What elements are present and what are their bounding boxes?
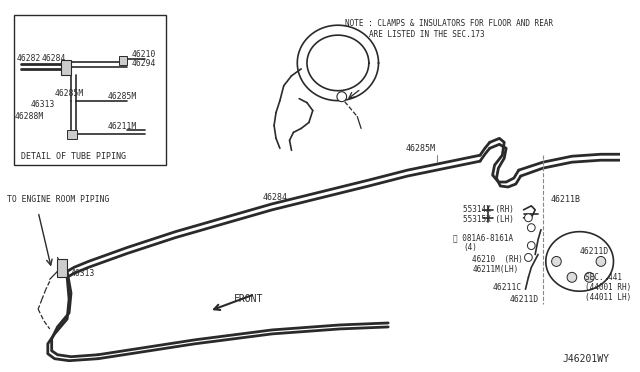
Text: 55314X (RH): 55314X (RH) [463,205,513,214]
Text: 46211D: 46211D [510,295,540,304]
Text: (44011 LH): (44011 LH) [586,293,632,302]
Circle shape [525,253,532,262]
Text: 46211C: 46211C [493,283,522,292]
Text: 46211B: 46211B [550,195,580,204]
Circle shape [527,224,535,232]
Text: 46284: 46284 [262,193,287,202]
Text: TO ENGINE ROOM PIPING: TO ENGINE ROOM PIPING [7,195,109,204]
Bar [120,56,127,65]
Text: 55315X (LH): 55315X (LH) [463,215,513,224]
Text: DETAIL OF TUBE PIPING: DETAIL OF TUBE PIPING [20,152,125,161]
Circle shape [584,272,594,282]
Text: FRONT: FRONT [234,294,263,304]
Text: 46210  (RH): 46210 (RH) [472,255,523,264]
Bar [14,15,166,165]
Bar [61,60,71,75]
Circle shape [552,256,561,266]
Text: SEC. 441: SEC. 441 [586,273,623,282]
Text: 46313: 46313 [30,100,55,109]
Bar [67,131,77,140]
Text: 46211M: 46211M [108,122,137,131]
Text: NOTE : CLAMPS & INSULATORS FOR FLOOR AND REAR: NOTE : CLAMPS & INSULATORS FOR FLOOR AND… [345,19,553,28]
Circle shape [527,241,535,250]
Circle shape [596,256,605,266]
Text: 46284: 46284 [42,54,67,64]
Text: 46211D: 46211D [580,247,609,256]
Text: 46288M: 46288M [15,112,44,121]
Text: 46285M: 46285M [406,144,436,153]
Text: 46313: 46313 [71,269,95,278]
Text: 46285M: 46285M [54,89,84,98]
Text: (4): (4) [463,243,477,252]
Circle shape [525,214,532,222]
Bar [58,259,67,277]
Text: J46201WY: J46201WY [563,354,609,364]
Text: 46211M(LH): 46211M(LH) [472,265,518,274]
Text: ARE LISTED IN THE SEC.173: ARE LISTED IN THE SEC.173 [369,30,484,39]
Circle shape [567,272,577,282]
Text: 46294: 46294 [132,60,156,68]
Text: Ⓒ 081A6-8161A: Ⓒ 081A6-8161A [453,233,513,242]
Text: 46210: 46210 [132,51,156,60]
Text: 46285M: 46285M [108,92,137,101]
Circle shape [337,92,347,102]
Text: 46282: 46282 [17,54,41,64]
Text: (44001 RH): (44001 RH) [586,283,632,292]
